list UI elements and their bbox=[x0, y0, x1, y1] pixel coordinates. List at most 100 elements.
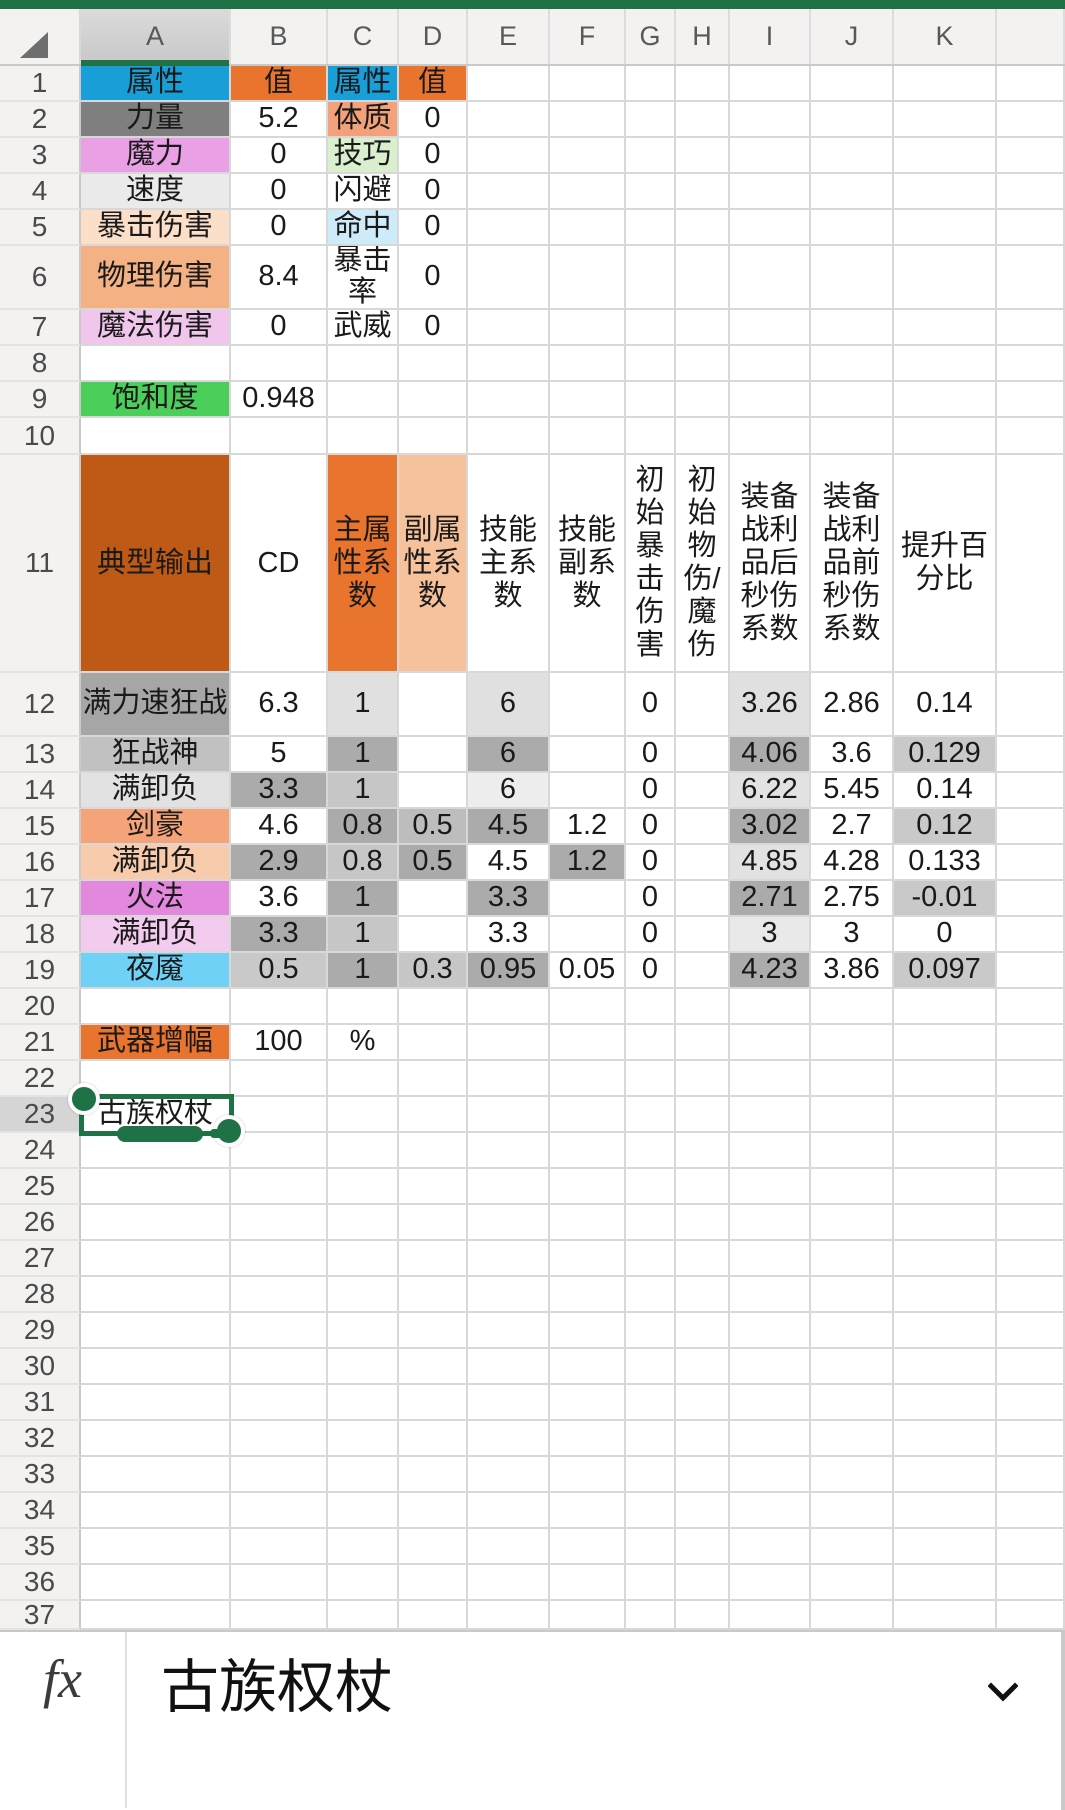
cell-X12[interactable] bbox=[997, 673, 1065, 737]
cell-E19[interactable]: 0.95 bbox=[468, 953, 550, 989]
cell-J21[interactable] bbox=[811, 1025, 894, 1061]
cell-B22[interactable] bbox=[231, 1061, 328, 1097]
cell-E21[interactable] bbox=[468, 1025, 550, 1061]
cell-C36[interactable] bbox=[328, 1565, 399, 1601]
cell-G4[interactable] bbox=[626, 174, 676, 210]
cell-J18[interactable]: 3 bbox=[811, 917, 894, 953]
cell-E23[interactable] bbox=[468, 1097, 550, 1133]
cell-E7[interactable] bbox=[468, 310, 550, 346]
row-header-36[interactable]: 36 bbox=[0, 1565, 81, 1601]
cell-D28[interactable] bbox=[399, 1277, 468, 1313]
cell-E12[interactable]: 6 bbox=[468, 673, 550, 737]
cell-X30[interactable] bbox=[997, 1349, 1065, 1385]
cell-F32[interactable] bbox=[550, 1421, 626, 1457]
cell-C28[interactable] bbox=[328, 1277, 399, 1313]
select-all-corner[interactable] bbox=[0, 9, 81, 64]
cell-A24[interactable] bbox=[81, 1133, 231, 1169]
cell-J8[interactable] bbox=[811, 346, 894, 382]
cell-D12[interactable] bbox=[399, 673, 468, 737]
cell-K28[interactable] bbox=[894, 1277, 997, 1313]
cell-J2[interactable] bbox=[811, 102, 894, 138]
cell-X6[interactable] bbox=[997, 246, 1065, 310]
cell-F35[interactable] bbox=[550, 1529, 626, 1565]
cell-F12[interactable] bbox=[550, 673, 626, 737]
cell-D29[interactable] bbox=[399, 1313, 468, 1349]
cell-E22[interactable] bbox=[468, 1061, 550, 1097]
cell-X8[interactable] bbox=[997, 346, 1065, 382]
cell-D8[interactable] bbox=[399, 346, 468, 382]
cell-K13[interactable]: 0.129 bbox=[894, 737, 997, 773]
cell-H1[interactable] bbox=[676, 66, 730, 102]
cell-J9[interactable] bbox=[811, 382, 894, 418]
cell-D36[interactable] bbox=[399, 1565, 468, 1601]
cell-B29[interactable] bbox=[231, 1313, 328, 1349]
cell-H5[interactable] bbox=[676, 210, 730, 246]
row-header-7[interactable]: 7 bbox=[0, 310, 81, 346]
cell-J29[interactable] bbox=[811, 1313, 894, 1349]
cell-E14[interactable]: 6 bbox=[468, 773, 550, 809]
cell-E8[interactable] bbox=[468, 346, 550, 382]
cell-D3[interactable]: 0 bbox=[399, 138, 468, 174]
cell-B4[interactable]: 0 bbox=[231, 174, 328, 210]
cell-F21[interactable] bbox=[550, 1025, 626, 1061]
cell-H19[interactable] bbox=[676, 953, 730, 989]
cell-A20[interactable] bbox=[81, 989, 231, 1025]
cell-B32[interactable] bbox=[231, 1421, 328, 1457]
cell-B6[interactable]: 8.4 bbox=[231, 246, 328, 310]
cell-C24[interactable] bbox=[328, 1133, 399, 1169]
cell-K6[interactable] bbox=[894, 246, 997, 310]
cell-I28[interactable] bbox=[730, 1277, 811, 1313]
cell-G36[interactable] bbox=[626, 1565, 676, 1601]
cell-E31[interactable] bbox=[468, 1385, 550, 1421]
cell-B17[interactable]: 3.6 bbox=[231, 881, 328, 917]
cell-B8[interactable] bbox=[231, 346, 328, 382]
cell-H31[interactable] bbox=[676, 1385, 730, 1421]
cell-D2[interactable]: 0 bbox=[399, 102, 468, 138]
cell-X18[interactable] bbox=[997, 917, 1065, 953]
cell-H20[interactable] bbox=[676, 989, 730, 1025]
cell-C10[interactable] bbox=[328, 418, 399, 455]
cell-I30[interactable] bbox=[730, 1349, 811, 1385]
cell-C20[interactable] bbox=[328, 989, 399, 1025]
cell-A7[interactable]: 魔法伤害 bbox=[81, 310, 231, 346]
cell-C37[interactable] bbox=[328, 1601, 399, 1630]
cell-C1[interactable]: 属性 bbox=[328, 66, 399, 102]
cell-D13[interactable] bbox=[399, 737, 468, 773]
cell-J5[interactable] bbox=[811, 210, 894, 246]
cell-A22[interactable] bbox=[81, 1061, 231, 1097]
cell-C29[interactable] bbox=[328, 1313, 399, 1349]
cell-I10[interactable] bbox=[730, 418, 811, 455]
cell-X3[interactable] bbox=[997, 138, 1065, 174]
cell-D23[interactable] bbox=[399, 1097, 468, 1133]
cell-X29[interactable] bbox=[997, 1313, 1065, 1349]
cell-K33[interactable] bbox=[894, 1457, 997, 1493]
cell-K4[interactable] bbox=[894, 174, 997, 210]
cell-X4[interactable] bbox=[997, 174, 1065, 210]
row-header-34[interactable]: 34 bbox=[0, 1493, 81, 1529]
cell-D30[interactable] bbox=[399, 1349, 468, 1385]
cell-H24[interactable] bbox=[676, 1133, 730, 1169]
cell-F16[interactable]: 1.2 bbox=[550, 845, 626, 881]
cell-J37[interactable] bbox=[811, 1601, 894, 1630]
cell-B14[interactable]: 3.3 bbox=[231, 773, 328, 809]
cell-H29[interactable] bbox=[676, 1313, 730, 1349]
cell-G31[interactable] bbox=[626, 1385, 676, 1421]
cell-D22[interactable] bbox=[399, 1061, 468, 1097]
cell-A34[interactable] bbox=[81, 1493, 231, 1529]
cell-X1[interactable] bbox=[997, 66, 1065, 102]
cell-B28[interactable] bbox=[231, 1277, 328, 1313]
row-header-33[interactable]: 33 bbox=[0, 1457, 81, 1493]
cell-E6[interactable] bbox=[468, 246, 550, 310]
cell-F6[interactable] bbox=[550, 246, 626, 310]
cell-I3[interactable] bbox=[730, 138, 811, 174]
cell-K10[interactable] bbox=[894, 418, 997, 455]
cell-H11[interactable]: 初始物伤/魔伤 bbox=[676, 455, 730, 673]
cell-I7[interactable] bbox=[730, 310, 811, 346]
cell-G1[interactable] bbox=[626, 66, 676, 102]
cell-G34[interactable] bbox=[626, 1493, 676, 1529]
cell-F15[interactable]: 1.2 bbox=[550, 809, 626, 845]
cell-A9[interactable]: 饱和度 bbox=[81, 382, 231, 418]
cell-E26[interactable] bbox=[468, 1205, 550, 1241]
cell-I26[interactable] bbox=[730, 1205, 811, 1241]
cell-A32[interactable] bbox=[81, 1421, 231, 1457]
